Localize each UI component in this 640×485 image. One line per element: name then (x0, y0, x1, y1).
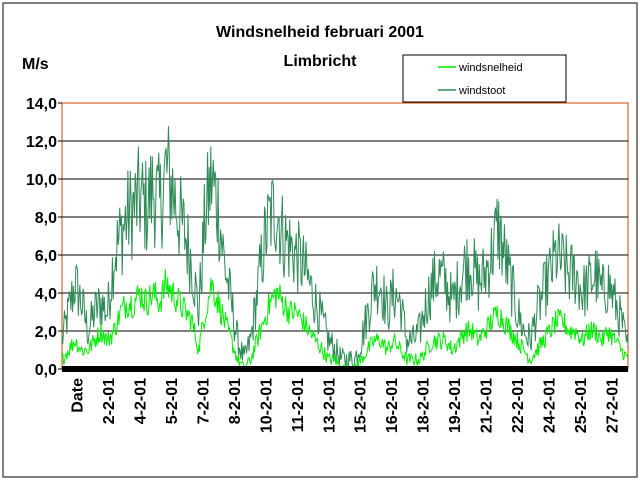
series-lines (61, 126, 629, 371)
chart-title: Windsnelheid februari 2001 (216, 24, 424, 41)
x-tick-label: 10-2-01 (258, 378, 275, 433)
x-tick-label: 13-2-01 (321, 378, 338, 433)
y-axis-label: M/s (22, 56, 49, 73)
x-tick-label: 21-2-01 (479, 378, 496, 433)
chart-subtitle: Limbricht (284, 53, 358, 70)
x-tick-label: 11-2-01 (290, 378, 307, 432)
x-axis-ticks: Date 2-2-01 4-2-01 5-2-01 7-2-01 8-2-01 10-2-0… (70, 378, 622, 433)
legend-box (402, 54, 567, 103)
x-tick-label: 19-2-01 (447, 378, 464, 433)
series-line-windstoot (61, 126, 629, 371)
y-tick-label: 2,0 (35, 324, 57, 341)
x-tick-label: 15-2-01 (353, 378, 370, 433)
x-axis-bar (62, 366, 628, 372)
x-tick-label: 22-2-01 (510, 378, 527, 433)
x-tick-label: 5-2-01 (164, 378, 181, 424)
x-tick-label: Date (70, 378, 87, 413)
y-tick-label: 0,0 (35, 362, 57, 379)
y-axis-ticks: 14,0 12,0 10,0 8,0 6,0 4,0 2,0 0,0 (26, 96, 62, 379)
x-tick-label: 16-2-01 (384, 378, 401, 433)
legend-label-windstoot: windstoot (458, 85, 505, 97)
y-tick-label: 12,0 (26, 134, 57, 151)
x-tick-label: 27-2-01 (604, 378, 621, 433)
y-tick-label: 4,0 (35, 286, 57, 303)
legend: windsnelheid windstoot (402, 54, 567, 103)
y-tick-label: 6,0 (35, 248, 57, 265)
x-tick-label: 4-2-01 (133, 378, 150, 424)
y-tick-label: 10,0 (26, 172, 57, 189)
y-tick-label: 14,0 (26, 96, 57, 113)
series-line-windsnelheid (61, 268, 629, 370)
y-tick-label: 8,0 (35, 210, 57, 227)
x-tick-label: 8-2-01 (227, 378, 244, 424)
x-tick-label: 18-2-01 (416, 378, 433, 433)
x-tick-label: 2-2-01 (101, 378, 118, 424)
x-tick-label: 7-2-01 (196, 378, 213, 424)
x-tick-label: 24-2-01 (541, 378, 558, 433)
legend-label-windsnelheid: windsnelheid (458, 62, 523, 74)
x-tick-label: 25-2-01 (573, 378, 590, 433)
